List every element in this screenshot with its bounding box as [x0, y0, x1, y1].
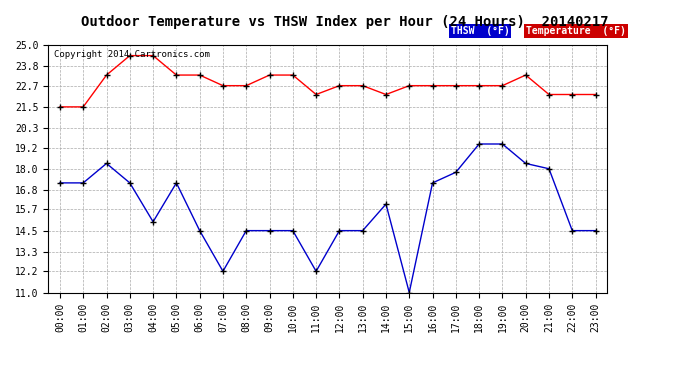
Text: Outdoor Temperature vs THSW Index per Hour (24 Hours)  20140217: Outdoor Temperature vs THSW Index per Ho… — [81, 15, 609, 29]
Text: THSW  (°F): THSW (°F) — [451, 26, 509, 36]
Text: Copyright 2014 Cartronics.com: Copyright 2014 Cartronics.com — [54, 50, 210, 59]
Text: Temperature  (°F): Temperature (°F) — [526, 26, 626, 36]
